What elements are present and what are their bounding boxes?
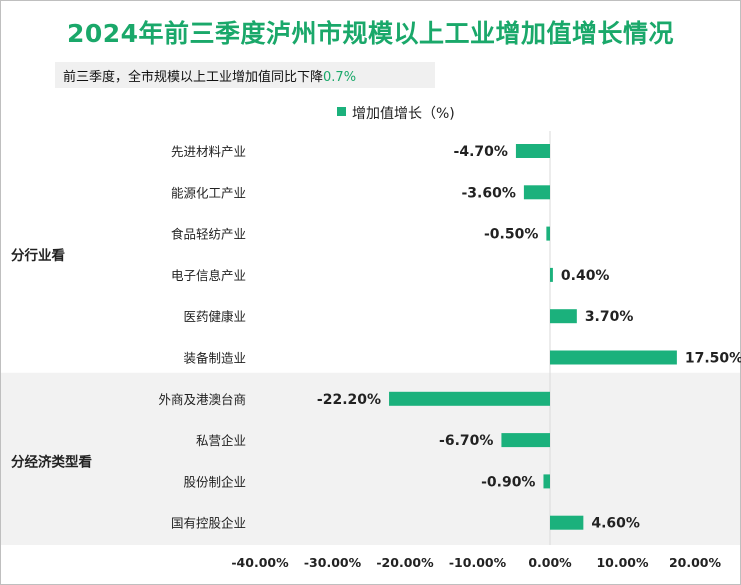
category-label: 先进材料产业	[171, 144, 246, 159]
subtitle-text: 前三季度，全市规模以上工业增加值同比下降	[63, 70, 324, 85]
category-label: 私营企业	[196, 433, 246, 448]
bar	[550, 309, 577, 324]
group-label: 分经济类型看	[11, 453, 92, 470]
bar	[543, 474, 550, 489]
bar	[546, 226, 550, 241]
category-label: 国有控股企业	[171, 516, 246, 531]
bar	[550, 515, 584, 530]
data-label: -0.50%	[484, 227, 538, 243]
data-label: -4.70%	[454, 144, 508, 160]
subtitle-highlight-value: 0.7%	[323, 70, 357, 85]
x-tick-label: -40.00%	[231, 555, 289, 570]
category-label: 医药健康业	[183, 309, 246, 324]
bar	[550, 350, 677, 365]
x-tick-label: 10.00%	[596, 555, 649, 570]
bar	[389, 391, 550, 406]
subtitle-box: 前三季度，全市规模以上工业增加值同比下降0.7%	[55, 62, 435, 88]
data-label: -3.60%	[462, 185, 516, 201]
bar	[515, 144, 550, 158]
category-label: 食品轻纺产业	[171, 227, 246, 242]
x-tick-label: -30.00%	[304, 555, 362, 570]
data-label: 4.60%	[591, 516, 640, 532]
category-label: 能源化工产业	[171, 185, 246, 200]
data-label: -6.70%	[439, 433, 493, 449]
data-label: 3.70%	[585, 309, 634, 325]
bar	[523, 185, 550, 200]
legend-swatch	[337, 107, 346, 116]
data-label: -22.20%	[317, 392, 381, 408]
legend-label: 增加值增长（%)	[352, 106, 455, 122]
x-tick-label: -10.00%	[449, 555, 507, 570]
x-tick-label: 0.00%	[528, 555, 572, 570]
x-tick-label: -20.00%	[376, 555, 434, 570]
data-label: 0.40%	[561, 268, 610, 284]
group-label: 分行业看	[11, 247, 65, 264]
chart-title: 2024年前三季度泸州市规模以上工业增加值增长情况	[66, 19, 675, 48]
subtitle: 前三季度，全市规模以上工业增加值同比下降0.7%	[63, 66, 356, 85]
category-label: 电子信息产业	[171, 268, 246, 283]
group-band-background	[1, 372, 740, 545]
data-label: 17.50%	[685, 351, 741, 367]
x-tick-label: 20.00%	[669, 555, 722, 570]
data-label: -0.90%	[481, 474, 535, 490]
category-label: 外商及港澳台商	[158, 392, 246, 407]
bar	[501, 433, 550, 448]
bar	[550, 267, 553, 282]
category-label: 股份制企业	[183, 474, 246, 489]
category-label: 装备制造业	[183, 351, 246, 366]
